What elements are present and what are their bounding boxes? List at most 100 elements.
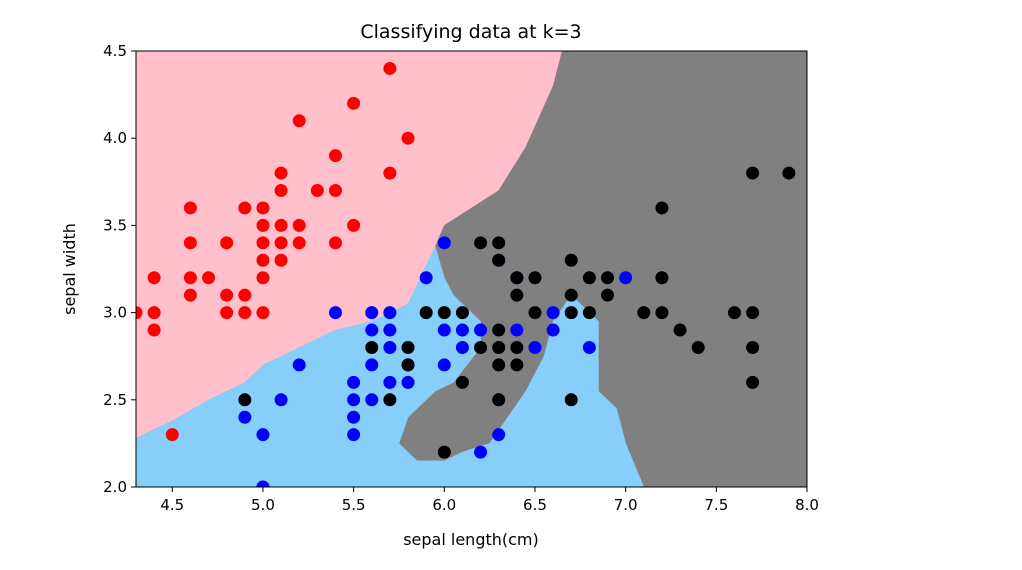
data-point (292, 236, 306, 250)
data-point (310, 184, 324, 198)
data-point (347, 375, 361, 389)
data-point (256, 236, 270, 250)
data-point (437, 445, 451, 459)
data-point (655, 201, 669, 215)
data-point (746, 306, 760, 320)
data-point (582, 271, 596, 285)
data-point (147, 306, 161, 320)
data-point (274, 218, 288, 232)
data-point (365, 306, 379, 320)
data-point (328, 184, 342, 198)
data-point (383, 61, 397, 75)
data-point (183, 288, 197, 302)
data-point (455, 340, 469, 354)
data-point (455, 306, 469, 320)
data-point (165, 428, 179, 442)
data-point (347, 428, 361, 442)
data-point (746, 375, 760, 389)
y-tick-label: 3.0 (103, 304, 127, 322)
y-tick-label: 4.5 (103, 42, 127, 60)
data-point (256, 480, 270, 487)
data-point (528, 271, 542, 285)
data-point (492, 358, 506, 372)
x-tick-label: 6.0 (432, 496, 456, 514)
y-tick-label: 4.0 (103, 129, 127, 147)
data-point (492, 393, 506, 407)
data-point (437, 236, 451, 250)
data-point (401, 131, 415, 145)
data-point (673, 323, 687, 337)
data-point (274, 393, 288, 407)
data-point (528, 306, 542, 320)
data-point (347, 393, 361, 407)
data-point (474, 445, 488, 459)
data-point (256, 306, 270, 320)
data-point (202, 271, 216, 285)
data-point (292, 358, 306, 372)
data-point (147, 323, 161, 337)
data-point (492, 428, 506, 442)
data-point (347, 410, 361, 424)
data-point (546, 306, 560, 320)
data-point (510, 271, 524, 285)
data-point (564, 288, 578, 302)
data-point (746, 340, 760, 354)
data-point (220, 236, 234, 250)
data-point (401, 358, 415, 372)
data-point (347, 218, 361, 232)
y-tick-label: 2.5 (103, 391, 127, 409)
y-axis-label: sepal width (60, 223, 79, 315)
data-point (655, 271, 669, 285)
data-point (274, 184, 288, 198)
data-point (256, 201, 270, 215)
data-point (183, 201, 197, 215)
data-point (274, 253, 288, 267)
data-point (238, 393, 252, 407)
data-point (383, 393, 397, 407)
data-point (691, 340, 705, 354)
decision-region-class-1 (136, 245, 645, 487)
data-point (455, 375, 469, 389)
data-point (365, 323, 379, 337)
data-point (256, 253, 270, 267)
data-point (564, 253, 578, 267)
data-point (546, 323, 560, 337)
data-point (419, 271, 433, 285)
data-point (365, 393, 379, 407)
data-point (365, 340, 379, 354)
data-point (437, 306, 451, 320)
data-point (474, 323, 488, 337)
x-tick-label: 7.5 (704, 496, 728, 514)
data-point (183, 236, 197, 250)
data-point (256, 428, 270, 442)
data-point (782, 166, 796, 180)
data-point (510, 340, 524, 354)
data-point (238, 201, 252, 215)
data-point (492, 323, 506, 337)
data-point (328, 236, 342, 250)
data-point (582, 306, 596, 320)
data-point (510, 288, 524, 302)
data-point (238, 306, 252, 320)
data-point (492, 253, 506, 267)
data-point (383, 306, 397, 320)
data-point (220, 306, 234, 320)
data-point (383, 340, 397, 354)
x-tick-label: 6.5 (523, 496, 547, 514)
data-point (183, 271, 197, 285)
data-point (492, 236, 506, 250)
data-point (238, 288, 252, 302)
x-axis-label: sepal length(cm) (403, 530, 539, 549)
data-point (292, 218, 306, 232)
data-point (220, 288, 234, 302)
data-point (510, 323, 524, 337)
data-point (619, 271, 633, 285)
data-point (601, 271, 615, 285)
plot-frame (135, 50, 808, 488)
axis-ticks: 4.5 5.0 5.5 6.0 6.5 7.0 7.5 8.0 2.0 2.5 3.0 3.5 4.0 4… (103, 42, 819, 514)
data-point (365, 358, 379, 372)
data-point (582, 340, 596, 354)
data-point (401, 375, 415, 389)
